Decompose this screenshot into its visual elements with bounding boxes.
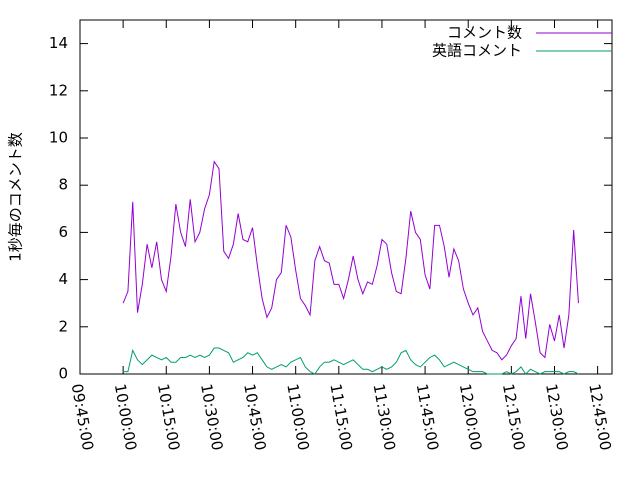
- y-tick-label: 14: [49, 34, 68, 52]
- y-axis-label: 1秒毎のコメント数: [7, 132, 25, 262]
- y-tick-label: 8: [58, 176, 68, 194]
- y-tick-label: 4: [58, 270, 68, 288]
- y-tick-label: 0: [58, 365, 68, 383]
- series-line: [123, 347, 579, 375]
- legend-label: 英語コメント: [432, 42, 522, 60]
- y-tick-label: 10: [49, 129, 68, 147]
- legend-label: コメント数: [447, 24, 522, 42]
- plot-frame: [79, 19, 613, 375]
- y-tick-label: 6: [58, 223, 68, 241]
- series-line: [122, 160, 579, 361]
- y-tick-label: 2: [58, 317, 68, 335]
- y-tick-label: 12: [49, 81, 68, 99]
